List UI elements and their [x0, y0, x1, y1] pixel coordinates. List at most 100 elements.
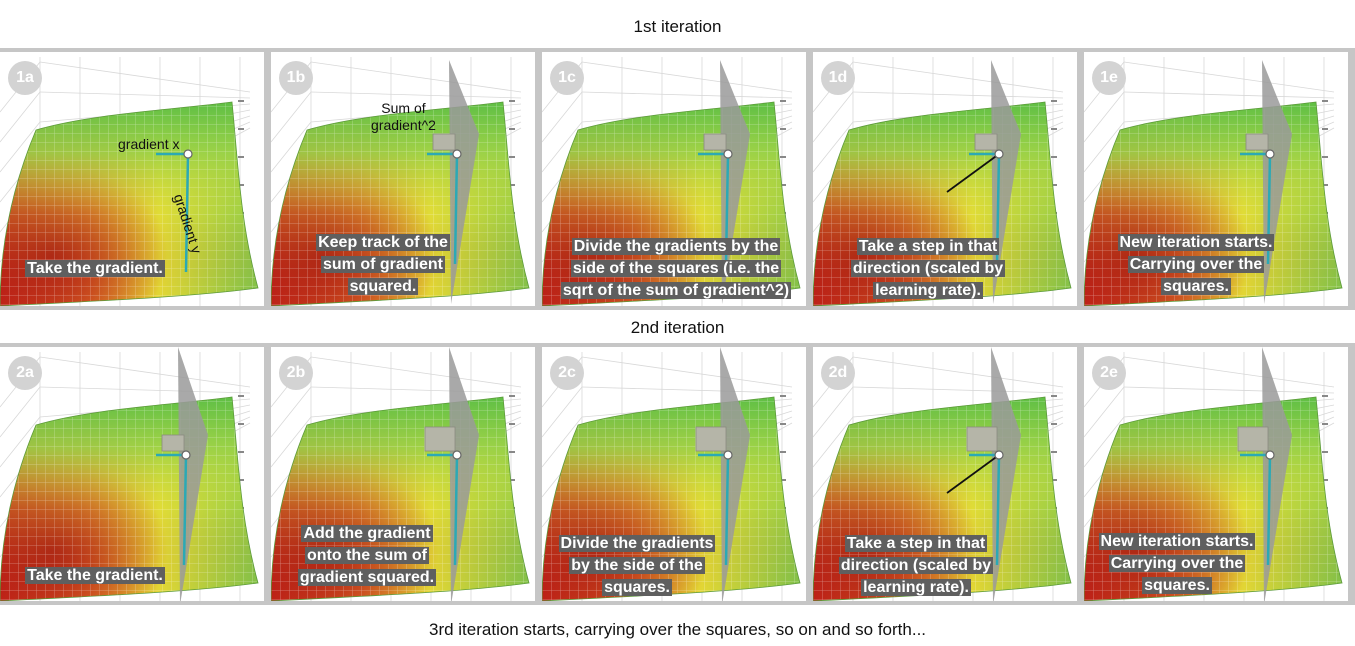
step-caption: Divide the gradients by the side of the sq…: [542, 533, 732, 599]
gradient-y-line: [453, 153, 459, 265]
caption-line: squares.: [1142, 577, 1212, 594]
panel-2c: 2c Divide the gradients by the side of the…: [542, 347, 806, 601]
surface-outline: [542, 101, 801, 306]
sum-square: [703, 133, 727, 151]
panel-1c: 1c Divide the gradients by the side of the…: [542, 52, 806, 306]
footer-note: 3rd iteration starts, carrying over the …: [428, 620, 927, 639]
panel-2d: 2d Take a step in that direction (scaled b…: [813, 347, 1077, 601]
gradient-y-line: [724, 454, 730, 566]
gradient-y-line: [1266, 454, 1272, 566]
caption-line: Carrying over the: [1127, 256, 1265, 273]
panel-1d: 1d Take a step in that direction (scaled b…: [813, 52, 1077, 306]
gradient-y-line: [182, 454, 188, 566]
iteration-1-row: 1a Take the gradient. gradient x gradient y…: [0, 48, 1355, 310]
iteration-2-heading: 2nd iteration: [630, 318, 725, 337]
panel-1e: 1e New iteration starts. Carrying over the…: [1084, 52, 1348, 306]
caption-line: New iteration starts.: [1098, 533, 1256, 550]
current-point: [1265, 149, 1275, 159]
panel-1a: 1a Take the gradient. gradient x gradient y: [0, 52, 264, 306]
caption-line: Divide the gradients by the: [571, 238, 781, 255]
step-badge: 2d: [821, 356, 855, 390]
sum-label-line: gradient^2: [371, 117, 436, 133]
step-badge: 1b: [279, 61, 313, 95]
loss-surface-plot: [1084, 347, 1343, 601]
caption-line: sum of gradient: [320, 256, 445, 273]
surface-outline: [0, 396, 259, 601]
sum-square: [974, 133, 998, 151]
caption-line: by the side of the: [569, 557, 705, 574]
step-caption: Take a step in that direction (scaled by l…: [833, 236, 1023, 302]
step-caption: Keep track of the sum of gradient squared.: [283, 232, 483, 298]
caption-line: Keep track of the: [316, 234, 450, 251]
caption-line: side of the squares (i.e. the: [570, 260, 782, 277]
step-badge: 1a: [8, 61, 42, 95]
caption-line: learning rate).: [873, 282, 983, 299]
step-caption: New iteration starts. Carrying over the sq…: [1084, 531, 1270, 597]
caption-line: squares.: [602, 579, 672, 596]
caption-line: direction (scaled by: [838, 557, 994, 574]
loss-surface-plot: [542, 57, 801, 306]
step-caption: Take the gradient.: [12, 565, 178, 587]
surface-mesh: [0, 102, 258, 306]
iteration-2-row: 2a Take the gradient. 2b Add the gradient on…: [0, 343, 1355, 605]
step-badge: 2a: [8, 356, 42, 390]
current-point: [723, 149, 733, 159]
sum-square: [695, 426, 727, 452]
surface-outline: [0, 101, 259, 306]
caption-line: Take the gradient.: [25, 260, 165, 277]
caption-line: Carrying over the: [1108, 555, 1246, 572]
caption-line: gradient squared.: [297, 569, 437, 586]
current-point: [183, 149, 193, 159]
current-point: [452, 149, 462, 159]
sum-square: [966, 426, 998, 452]
surface-outline: [542, 396, 801, 601]
step-caption: Divide the gradients by the side of the s…: [550, 236, 802, 302]
gradient-y-line: [995, 454, 1001, 566]
step-caption: New iteration starts. Carrying over the sq…: [1092, 232, 1300, 298]
gradient-y-line: [453, 454, 459, 566]
sum-gradient-squared-label: Sum of gradient^2: [371, 100, 436, 134]
step-badge: 1c: [550, 61, 584, 95]
panel-1b: 1b Keep track of the sum of gradient square…: [271, 52, 535, 306]
caption-line: Divide the gradients: [558, 535, 716, 552]
surface-outline: [813, 396, 1072, 601]
step-arrow: [946, 454, 1000, 494]
caption-line: learning rate).: [861, 579, 971, 596]
step-caption: Take a step in that direction (scaled by l…: [821, 533, 1011, 599]
loss-surface-plot: [0, 57, 259, 306]
current-point: [994, 450, 1004, 460]
step-badge: 2e: [1092, 356, 1126, 390]
current-point: [452, 450, 462, 460]
step-caption: Take the gradient.: [12, 258, 178, 280]
step-caption: Add the gradient onto the sum of gradient …: [279, 523, 455, 589]
caption-line: New iteration starts.: [1117, 234, 1275, 251]
loss-surface-plot: [813, 57, 1072, 306]
panel-2e: 2e New iteration starts. Carrying over the…: [1084, 347, 1348, 601]
current-point: [181, 450, 191, 460]
step-badge: 2c: [550, 356, 584, 390]
loss-surface-plot: [271, 57, 530, 306]
panel-2a: 2a Take the gradient.: [0, 347, 264, 601]
caption-line: onto the sum of: [305, 547, 429, 564]
sum-square: [161, 434, 185, 452]
surface-outline: [271, 101, 530, 306]
current-point: [1265, 450, 1275, 460]
caption-line: squared.: [347, 278, 419, 295]
sum-square: [432, 133, 456, 151]
sum-square: [1245, 133, 1269, 151]
caption-line: Take a step in that: [844, 535, 988, 552]
panel-2b: 2b Add the gradient onto the sum of gradien…: [271, 347, 535, 601]
sum-label-line: Sum of: [381, 100, 426, 116]
gradient-x-label: gradient x: [118, 136, 180, 152]
caption-line: Add the gradient: [301, 525, 433, 542]
gradient-y-line: [184, 153, 190, 273]
step-arrow: [946, 153, 1000, 193]
step-badge: 1d: [821, 61, 855, 95]
sum-square: [424, 426, 456, 452]
caption-line: sqrt of the sum of gradient^2): [560, 282, 792, 299]
surface-outline: [813, 101, 1072, 306]
loss-surface-plot: [1084, 57, 1343, 306]
caption-line: Take the gradient.: [25, 567, 165, 584]
surface-outline: [271, 396, 530, 601]
caption-line: direction (scaled by: [850, 260, 1006, 277]
